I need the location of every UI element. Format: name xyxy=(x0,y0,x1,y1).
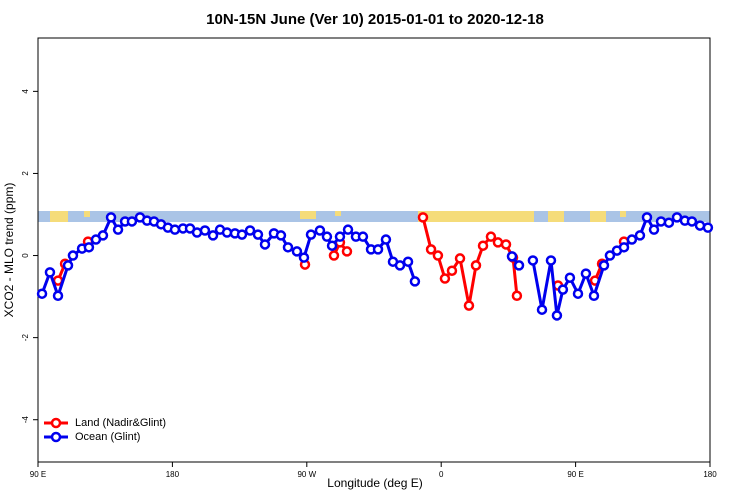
point xyxy=(409,276,421,287)
point xyxy=(604,250,616,261)
point xyxy=(598,260,610,271)
point xyxy=(298,252,310,263)
point xyxy=(572,288,584,299)
point xyxy=(663,217,675,228)
point xyxy=(564,272,576,283)
point xyxy=(282,242,294,253)
point xyxy=(500,239,512,250)
point xyxy=(97,230,109,241)
point xyxy=(648,224,660,235)
point xyxy=(199,225,211,236)
point xyxy=(446,265,458,276)
point xyxy=(417,212,429,223)
point xyxy=(439,273,451,284)
point xyxy=(485,231,497,242)
point xyxy=(454,253,466,264)
point xyxy=(169,224,181,235)
y-tick-label: 0 xyxy=(21,253,30,258)
plot-frame xyxy=(37,37,711,463)
point xyxy=(402,256,414,267)
point xyxy=(341,246,353,257)
y-tick-label: 4 xyxy=(21,89,30,94)
x-tick-label: 180 xyxy=(166,470,180,479)
y-tick-label: -4 xyxy=(21,416,30,424)
point xyxy=(44,267,56,278)
point xyxy=(588,290,600,302)
point xyxy=(112,224,124,235)
x-tick-label: 90 E xyxy=(567,470,583,479)
point xyxy=(321,231,333,242)
point xyxy=(62,260,74,271)
x-tick-label: 90 E xyxy=(30,470,46,479)
point xyxy=(314,225,326,236)
point xyxy=(513,260,525,271)
point xyxy=(342,224,354,235)
point xyxy=(655,216,667,227)
point xyxy=(328,250,340,261)
point xyxy=(580,268,592,279)
point xyxy=(545,255,557,266)
point xyxy=(511,290,523,302)
point xyxy=(463,300,475,311)
legend-marker xyxy=(50,431,62,443)
point xyxy=(536,304,548,315)
point xyxy=(557,284,569,295)
point xyxy=(506,251,518,262)
point xyxy=(394,260,406,271)
point xyxy=(702,222,714,233)
point xyxy=(259,239,271,250)
series-line xyxy=(421,217,519,306)
point xyxy=(36,288,48,299)
point xyxy=(275,230,287,241)
point xyxy=(236,229,248,240)
point xyxy=(477,240,489,251)
point xyxy=(380,234,392,245)
point xyxy=(470,260,482,271)
x-axis-label: Longitude (deg E) xyxy=(327,476,422,490)
point xyxy=(634,230,646,241)
point xyxy=(305,229,317,240)
point xyxy=(326,240,338,251)
y-axis-label: XCO2 - MLO trend (ppm) xyxy=(2,183,16,318)
x-tick-label: 90 W xyxy=(297,470,316,479)
point xyxy=(67,250,79,261)
y-tick-label: 2 xyxy=(21,171,30,176)
legend-label: Ocean (Glint) xyxy=(75,431,140,443)
map-strip xyxy=(38,211,710,222)
point xyxy=(291,246,303,257)
legend-label: Land (Nadir&Glint) xyxy=(75,417,166,429)
point xyxy=(83,242,95,253)
point xyxy=(432,250,444,261)
series-line xyxy=(531,213,709,316)
x-tick-label: 180 xyxy=(703,470,717,479)
chart-title: 10N-15N June (Ver 10) 2015-01-01 to 2020… xyxy=(206,11,544,28)
x-tick-label: 0 xyxy=(439,470,444,479)
point xyxy=(618,242,630,253)
point xyxy=(105,212,117,223)
point xyxy=(686,216,698,227)
point xyxy=(641,212,653,223)
point xyxy=(334,231,346,242)
point xyxy=(244,225,256,236)
point xyxy=(492,237,504,248)
point xyxy=(425,244,437,255)
point xyxy=(52,290,64,302)
point xyxy=(527,255,539,266)
legend-marker xyxy=(50,417,62,429)
point xyxy=(207,230,219,241)
point xyxy=(126,216,138,227)
point xyxy=(252,229,264,240)
point xyxy=(551,310,563,321)
y-tick-label: -2 xyxy=(21,334,30,342)
point xyxy=(357,231,369,242)
point xyxy=(372,244,384,255)
point xyxy=(626,234,638,245)
